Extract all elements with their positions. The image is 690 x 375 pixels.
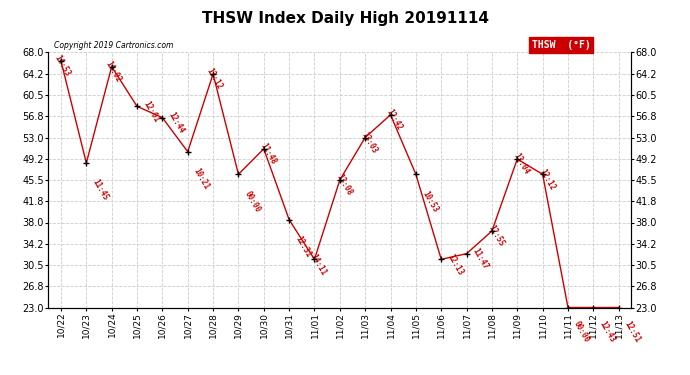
Text: 14:11: 14:11 [309, 252, 328, 277]
Text: THSW  (°F): THSW (°F) [532, 40, 591, 50]
Text: 12:31: 12:31 [293, 235, 313, 259]
Text: 00:00: 00:00 [243, 189, 262, 214]
Text: 13:12: 13:12 [205, 67, 224, 91]
Text: Copyright 2019 Cartronics.com: Copyright 2019 Cartronics.com [54, 41, 173, 50]
Text: 12:44: 12:44 [166, 110, 186, 135]
Text: 12:13: 12:13 [445, 252, 465, 277]
Text: 12:01: 12:01 [141, 99, 161, 124]
Text: 11:45: 11:45 [90, 178, 110, 203]
Text: 11:48: 11:48 [258, 141, 277, 166]
Text: 11:47: 11:47 [471, 246, 490, 271]
Text: 12:12: 12:12 [537, 167, 556, 192]
Text: 14:53: 14:53 [52, 54, 72, 78]
Text: 12:42: 12:42 [385, 108, 404, 132]
Text: 10:53: 10:53 [420, 189, 440, 214]
Text: 12:55: 12:55 [486, 224, 506, 248]
Text: 10:21: 10:21 [192, 166, 211, 191]
Text: 13:08: 13:08 [334, 173, 354, 197]
Text: 13:03: 13:03 [359, 130, 379, 155]
Text: 12:51: 12:51 [623, 320, 642, 344]
Text: 12:43: 12:43 [598, 320, 617, 344]
Text: THSW Index Daily High 20191114: THSW Index Daily High 20191114 [201, 11, 489, 26]
Text: 00:00: 00:00 [572, 320, 591, 344]
Text: 14:02: 14:02 [104, 59, 123, 84]
Text: 13:04: 13:04 [512, 152, 531, 176]
